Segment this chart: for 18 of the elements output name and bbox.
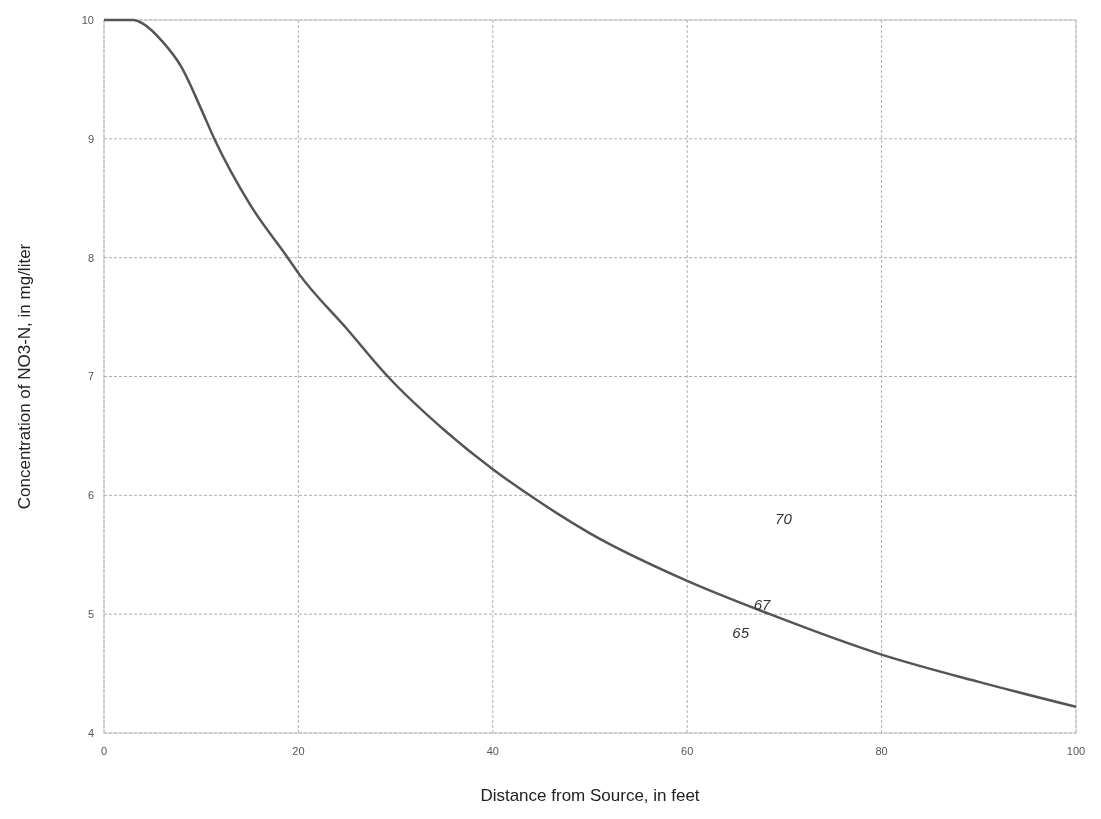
y-tick-label: 6 (87, 489, 94, 502)
y-tick-label: 7 (87, 370, 94, 383)
y-tick-label: 10 (81, 13, 94, 26)
y-tick-label: 4 (87, 726, 94, 739)
x-tick-label: 60 (681, 745, 694, 757)
annotation: 70 (775, 510, 793, 528)
y-axis-title: Concentration of NO3-N, in mg/liter (15, 243, 34, 510)
x-tick-label: 80 (875, 745, 888, 757)
annotation: 67 (753, 595, 772, 613)
x-axis-title: Distance from Source, in feet (480, 786, 700, 805)
annotation: 65 (732, 624, 750, 642)
y-tick-label: 5 (87, 608, 94, 621)
y-tick-label: 9 (87, 132, 94, 145)
x-tick-label: 20 (292, 745, 305, 757)
x-tick-label: 0 (100, 745, 108, 757)
x-tick-label: 100 (1066, 745, 1086, 757)
x-tick-label: 40 (486, 745, 499, 757)
y-tick-label: 8 (87, 251, 94, 264)
